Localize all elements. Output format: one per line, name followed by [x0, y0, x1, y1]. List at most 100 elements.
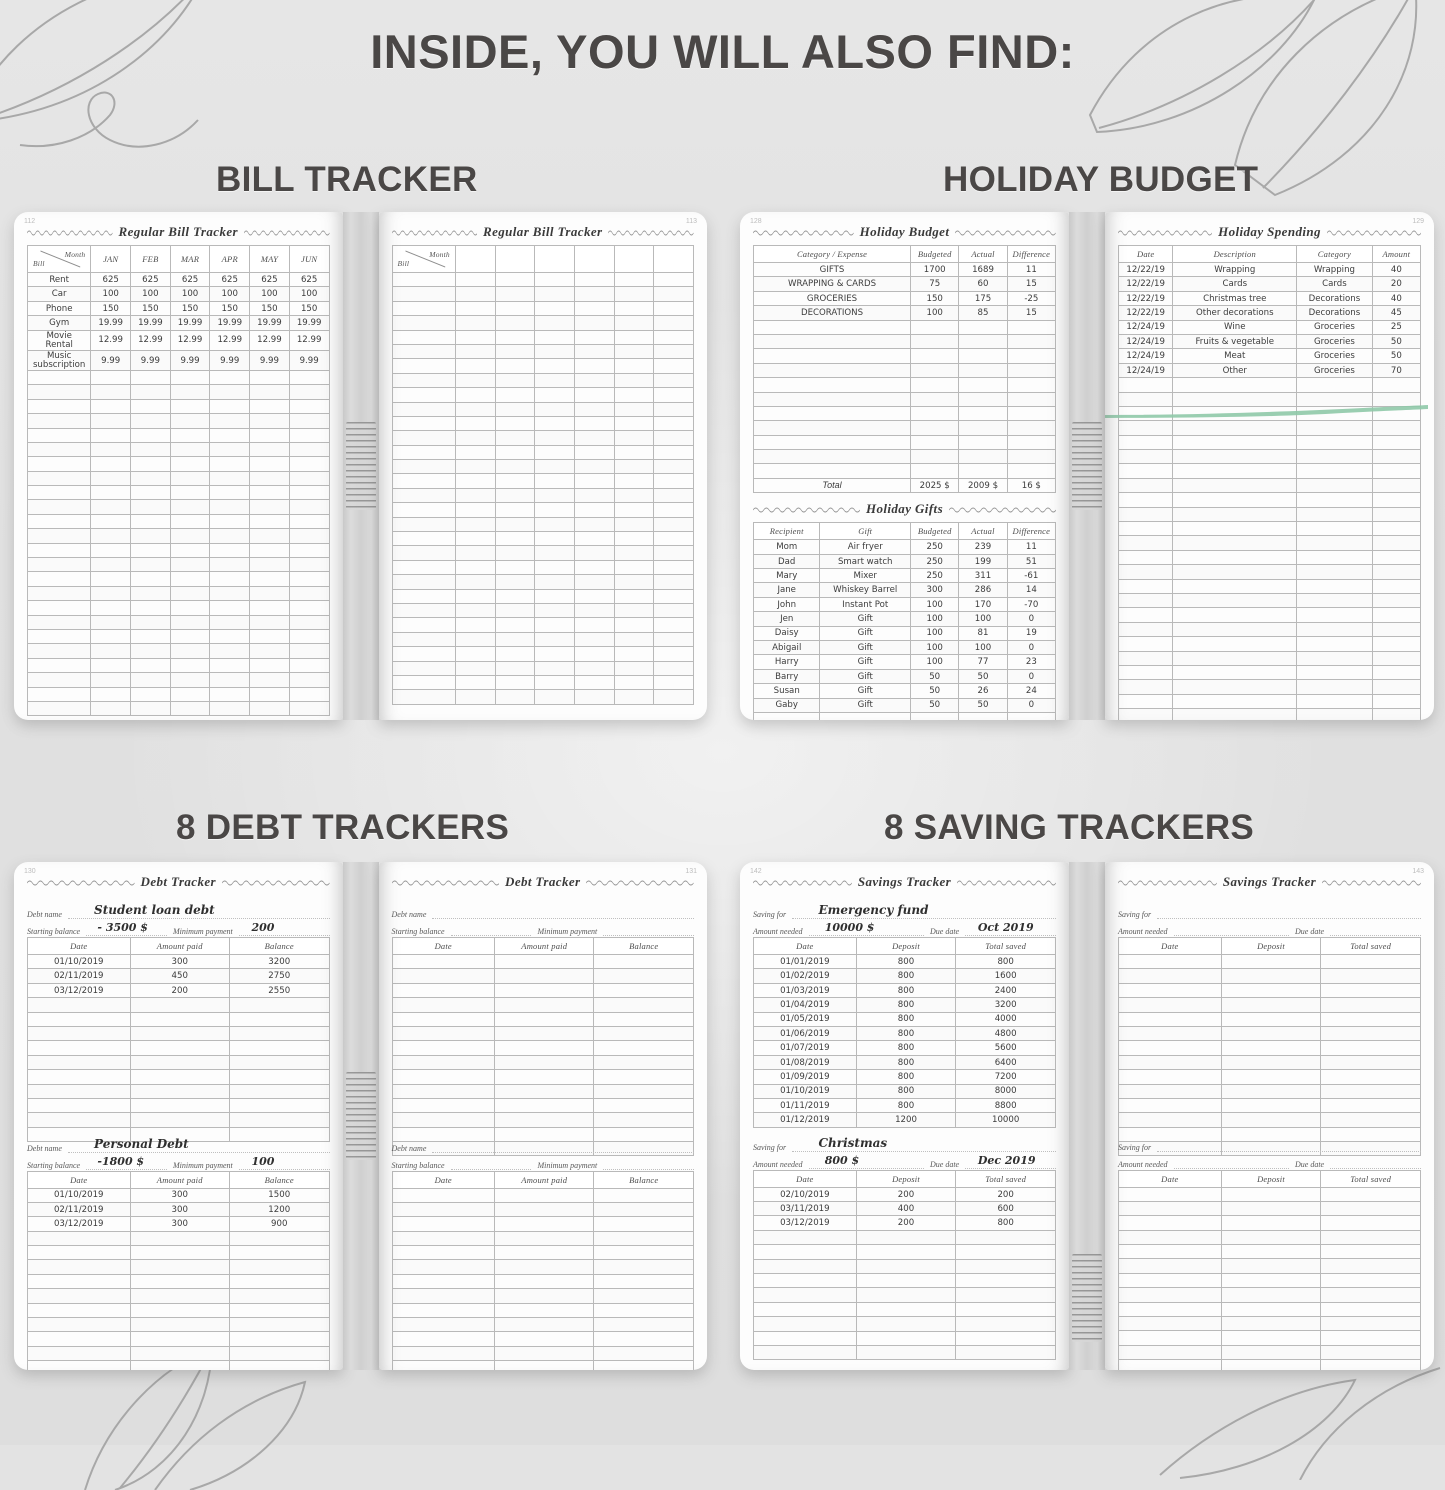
empty-cell [1220, 1272, 1322, 1289]
table-row-empty [391, 516, 694, 533]
empty-cell [129, 1317, 230, 1333]
empty-cell [26, 499, 92, 515]
empty-cell [129, 1069, 230, 1085]
cell-difference-text: 11 [1025, 264, 1037, 275]
empty-cell [249, 686, 290, 702]
cell-gift-text: Smart watch [837, 556, 893, 567]
cell-date: 01/10/2019 [753, 1083, 857, 1099]
empty-cell [494, 286, 536, 302]
cell-gift: Smart watch [819, 553, 912, 570]
empty-cell [1220, 1287, 1322, 1303]
table-row: Music subscription 9.99 9.99 9.99 9.99 9.99 9.… [26, 349, 330, 371]
empty-cell [1320, 1316, 1421, 1332]
table-row-empty [26, 513, 330, 530]
empty-cell [593, 1112, 694, 1128]
empty-cell [26, 686, 92, 702]
savings-entry-1-row-2: Amount needed 800 $ Due date Dec 2019 [753, 1154, 1056, 1169]
cell-mar-text: 9.99 [180, 355, 200, 366]
empty-cell [910, 463, 960, 479]
table-row: 12/22/19 Christmas tree Decorations 40 [1117, 290, 1422, 307]
cell-description: Meat [1172, 348, 1298, 364]
empty-cell [494, 329, 536, 345]
table-row-empty [391, 415, 694, 432]
empty-cell [288, 485, 330, 501]
cell-amount-text: 40 [1390, 293, 1402, 304]
empty-cell [1118, 1186, 1222, 1202]
table-row-empty [391, 1317, 694, 1333]
table-row-empty [391, 559, 694, 576]
empty-cell [129, 1331, 230, 1347]
table-row-empty [753, 1301, 1056, 1318]
empty-cell [130, 485, 171, 501]
empty-cell [288, 470, 330, 487]
empty-cell [249, 499, 290, 515]
table-header-row: Date Deposit Total saved [1118, 937, 1421, 955]
empty-cell [288, 585, 330, 602]
cell-budgeted: 150 [910, 290, 960, 307]
col-1: Deposit [1220, 937, 1322, 955]
bill-tracker-table: Bill Month JAN FEB MAR APR MAY JUN Rent 6… [26, 245, 330, 717]
empty-cell [1006, 319, 1057, 335]
empty-cell [26, 470, 92, 487]
cell-date: 12/22/19 [1117, 276, 1174, 292]
empty-cell [288, 369, 330, 386]
empty-cell [1320, 1244, 1421, 1260]
empty-cell [1118, 1025, 1222, 1042]
table-row-empty [26, 600, 330, 616]
cell-actual-text: 199 [974, 556, 992, 567]
cell-description-text: Wrapping [1214, 264, 1256, 275]
empty-cell [249, 628, 290, 645]
table-row-empty [1118, 1344, 1421, 1361]
empty-cell [169, 384, 211, 400]
empty-cell [494, 387, 536, 403]
empty-cell [27, 1112, 131, 1128]
empty-cell [1118, 953, 1222, 970]
empty-cell [613, 358, 655, 374]
cell-category: Groceries [1296, 362, 1373, 379]
empty-cell [169, 686, 211, 702]
cell-difference-text: -61 [1024, 570, 1039, 581]
cell-actual: 60 [958, 276, 1008, 292]
empty-cell [1320, 1011, 1421, 1027]
table-row-empty [1118, 1011, 1421, 1027]
table-row-empty [391, 588, 694, 604]
col-1: Deposit [855, 1169, 957, 1188]
empty-cell [209, 643, 251, 659]
cell-feb-text: 625 [142, 274, 159, 285]
empty-cell [1172, 506, 1298, 523]
empty-cell [1220, 1330, 1322, 1346]
empty-cell [454, 300, 496, 317]
empty-cell [613, 617, 655, 633]
table-row-empty [1118, 1097, 1421, 1114]
cell-recipient: John [752, 596, 821, 613]
cell-amount-text: 70 [1390, 365, 1402, 376]
table-row-empty [26, 571, 330, 587]
table-row: Mom Air fryer 250 239 11 [752, 539, 1057, 555]
col-blank-5 [653, 245, 694, 273]
cell-actual: 50 [958, 697, 1008, 713]
debt-entry-0-field-1-value: Student loan debt [94, 903, 215, 917]
cell-balance: 2750 [228, 968, 330, 984]
empty-cell [653, 430, 694, 446]
empty-cell [1296, 405, 1373, 422]
cell-total-saved-text: 6400 [994, 1057, 1017, 1068]
sheet-title: Holiday Budget [859, 224, 950, 239]
savings-entry-0-field-3-line: Oct 2019 [965, 921, 1056, 936]
cell-total-saved: 800 [955, 953, 1056, 970]
cell-description-text: Cards [1222, 279, 1248, 290]
empty-cell [1172, 679, 1298, 695]
total-actual: 2009 $ [958, 477, 1008, 494]
savings-blank-entry-0-table: Date Deposit Total saved [1118, 937, 1421, 1157]
cell-difference: 11 [1006, 261, 1057, 278]
sheet-header: Regular Bill Tracker [391, 224, 694, 240]
cell-actual-text: 1689 [972, 264, 994, 275]
sheet-title: Debt Tracker [505, 874, 581, 889]
empty-cell [129, 1040, 230, 1056]
cell-date: 01/02/2019 [753, 968, 857, 984]
savings-entry-1: Saving for Christmas Amount needed 800 $ Due… [753, 1136, 1056, 1361]
table-row-empty [391, 1054, 694, 1071]
cell-date-text: 12/24/19 [1126, 322, 1165, 333]
table-row-empty [752, 333, 1057, 350]
empty-cell [593, 982, 694, 999]
empty-cell [1220, 1186, 1322, 1202]
